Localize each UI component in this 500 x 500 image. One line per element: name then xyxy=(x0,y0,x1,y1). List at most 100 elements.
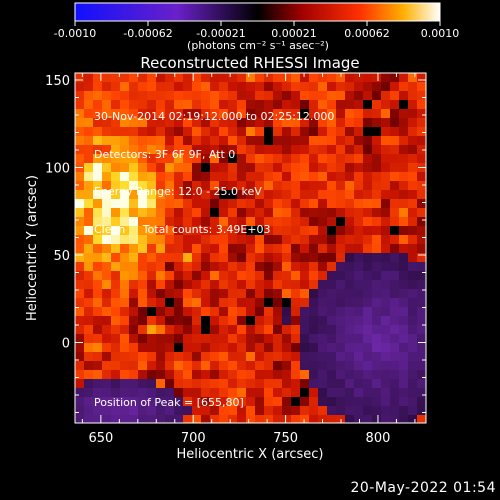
heatmap-cell xyxy=(201,316,211,326)
heatmap-cell xyxy=(246,334,256,344)
heatmap-cell xyxy=(174,226,184,236)
heatmap-cell xyxy=(390,361,400,371)
heatmap-cell xyxy=(84,127,94,137)
colorbar-tick-label: -0.00062 xyxy=(123,27,172,40)
heatmap-cell xyxy=(156,190,166,200)
heatmap-cell xyxy=(165,244,175,254)
heatmap-cell xyxy=(237,244,247,254)
heatmap-cell xyxy=(147,325,157,335)
heatmap-cell xyxy=(129,118,139,128)
heatmap-cell xyxy=(93,217,103,227)
heatmap-cell xyxy=(165,379,175,389)
heatmap-cell xyxy=(84,226,94,236)
heatmap-cell xyxy=(417,235,426,245)
heatmap-cell xyxy=(237,379,247,389)
heatmap-cell xyxy=(300,325,310,335)
heatmap-cell xyxy=(201,226,211,236)
heatmap-cell xyxy=(201,163,211,173)
heatmap-cell xyxy=(138,253,148,263)
heatmap-cell xyxy=(399,127,409,137)
heatmap-cell xyxy=(147,190,157,200)
heatmap-cell xyxy=(255,397,265,407)
heatmap-cell xyxy=(210,361,220,371)
heatmap-cell xyxy=(399,136,409,146)
heatmap-cell xyxy=(75,217,85,227)
heatmap-cell xyxy=(156,109,166,119)
heatmap-cell xyxy=(390,91,400,101)
heatmap-cell xyxy=(408,127,418,137)
heatmap-cell xyxy=(120,145,130,155)
heatmap-cell xyxy=(102,91,112,101)
heatmap-cell xyxy=(363,352,373,362)
heatmap-cell xyxy=(174,379,184,389)
heatmap-cell xyxy=(354,271,364,281)
heatmap-cell xyxy=(210,73,220,83)
heatmap-cell xyxy=(309,253,319,263)
heatmap-cell xyxy=(174,334,184,344)
heatmap-cell xyxy=(84,343,94,353)
heatmap-cell xyxy=(246,199,256,209)
heatmap-cell xyxy=(138,244,148,254)
heatmap-cell xyxy=(120,217,130,227)
heatmap-cell xyxy=(210,82,220,92)
heatmap-cell xyxy=(354,397,364,407)
heatmap-cell xyxy=(129,415,139,423)
heatmap-cell xyxy=(120,397,130,407)
heatmap-cell xyxy=(120,361,130,371)
heatmap-cell xyxy=(408,280,418,290)
heatmap-cell xyxy=(246,100,256,110)
heatmap-cell xyxy=(309,235,319,245)
heatmap-cell xyxy=(165,307,175,317)
heatmap-cell xyxy=(318,181,328,191)
heatmap-cell xyxy=(156,343,166,353)
heatmap-cell xyxy=(93,199,103,209)
heatmap-cell xyxy=(237,298,247,308)
heatmap-cell xyxy=(309,316,319,326)
heatmap-cell xyxy=(165,136,175,146)
heatmap-cell xyxy=(129,262,139,272)
heatmap-cell xyxy=(138,271,148,281)
heatmap-cell xyxy=(93,127,103,137)
heatmap-cell xyxy=(120,154,130,164)
heatmap-cell xyxy=(210,154,220,164)
heatmap-cell xyxy=(147,370,157,380)
heatmap-cell xyxy=(345,370,355,380)
heatmap-cell xyxy=(237,208,247,218)
heatmap-cell xyxy=(228,379,238,389)
heatmap-cell xyxy=(399,343,409,353)
heatmap-cell xyxy=(165,352,175,362)
heatmap-cell xyxy=(102,145,112,155)
heatmap-cell xyxy=(345,280,355,290)
heatmap-cell xyxy=(273,208,283,218)
heatmap-cell xyxy=(147,298,157,308)
heatmap-cell xyxy=(372,154,382,164)
heatmap-cell xyxy=(138,397,148,407)
heatmap-cell xyxy=(228,253,238,263)
heatmap-cell xyxy=(183,127,193,137)
heatmap-cell xyxy=(129,172,139,182)
heatmap-cell xyxy=(201,181,211,191)
heatmap-cell xyxy=(210,271,220,281)
heatmap-cell xyxy=(165,208,175,218)
heatmap-cell xyxy=(345,325,355,335)
heatmap-cell xyxy=(111,415,121,423)
heatmap-cell xyxy=(336,73,346,83)
heatmap-cell xyxy=(318,307,328,317)
heatmap-cell xyxy=(246,127,256,137)
heatmap-cell xyxy=(372,217,382,227)
heatmap-cell xyxy=(246,298,256,308)
heatmap-cell xyxy=(291,235,301,245)
heatmap-cell xyxy=(102,334,112,344)
heatmap-cell xyxy=(408,406,418,416)
heatmap-cell xyxy=(291,217,301,227)
heatmap-cell xyxy=(345,361,355,371)
heatmap-cell xyxy=(372,370,382,380)
heatmap-cell xyxy=(156,334,166,344)
heatmap-cell xyxy=(165,226,175,236)
heatmap-cell xyxy=(246,154,256,164)
heatmap-cell xyxy=(165,109,175,119)
heatmap-cell xyxy=(408,343,418,353)
heatmap-cell xyxy=(417,343,426,353)
heatmap-cell xyxy=(138,118,148,128)
heatmap-cell xyxy=(354,361,364,371)
